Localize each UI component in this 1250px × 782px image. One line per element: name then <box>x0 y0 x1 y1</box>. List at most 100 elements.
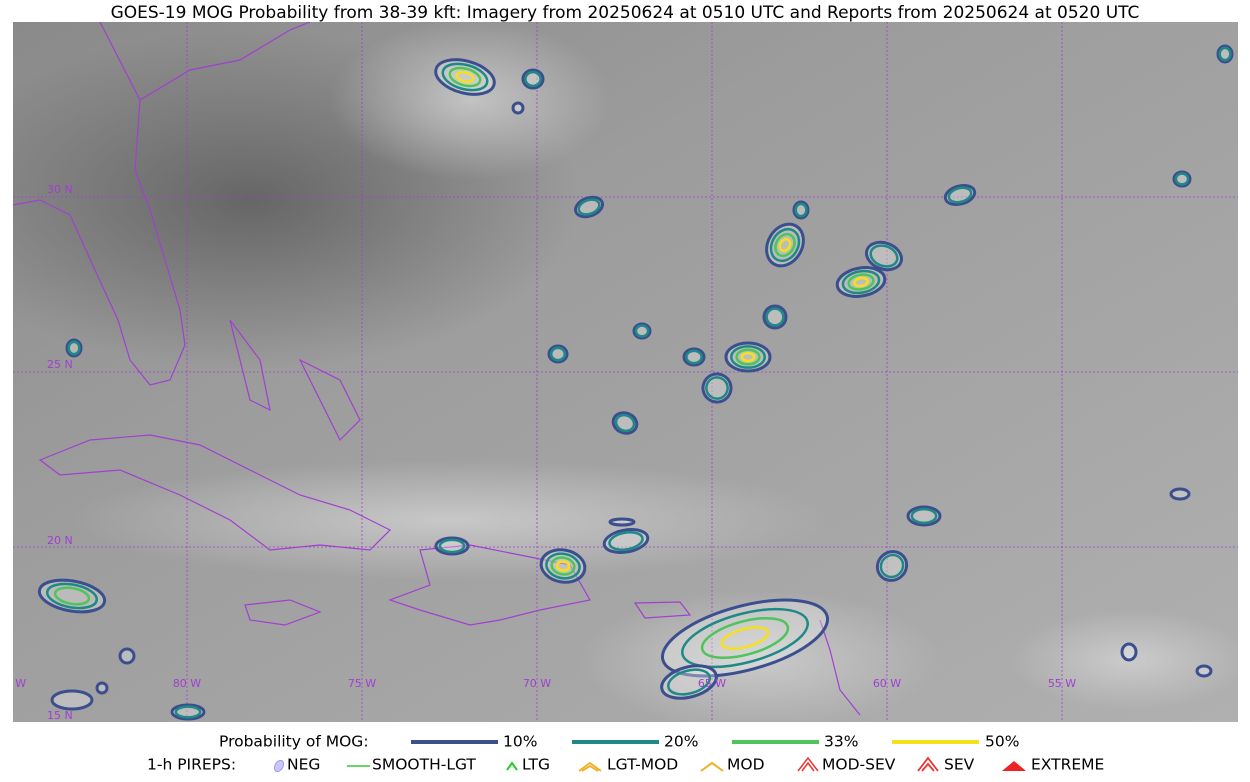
coastline <box>388 544 591 626</box>
lat-label: 20 N <box>47 534 73 547</box>
lon-label: 70 W <box>523 677 551 690</box>
mog-contour <box>67 340 81 356</box>
mog-contour <box>778 237 792 253</box>
mog-contour <box>681 607 809 669</box>
legend-label: 10% <box>503 733 537 751</box>
lat-label: 15 N <box>47 709 73 722</box>
mog-contour <box>705 376 729 400</box>
coastlines <box>13 22 861 716</box>
mog-contour <box>441 62 489 92</box>
mog-contour <box>1174 172 1190 186</box>
legend-title: 1-h PIREPS: <box>147 756 236 774</box>
pirep-icon <box>700 761 724 772</box>
grid-labels: 30 N 25 N 20 N 15 N 85 W 80 W 75 W 70 W … <box>0 183 1076 722</box>
mog-contour <box>660 598 830 678</box>
legend-label: SEV <box>944 756 975 774</box>
lon-label: 75 W <box>348 677 376 690</box>
mog-contour <box>524 70 542 88</box>
coastline <box>13 22 186 386</box>
mog-contour <box>666 668 712 696</box>
mog-contour <box>608 531 644 551</box>
legend-label: NEG <box>287 756 320 774</box>
mog-contour <box>1195 664 1213 678</box>
mog-contour <box>947 186 973 204</box>
mog-contour <box>735 348 761 366</box>
mog-contour <box>700 617 790 659</box>
coastline <box>819 619 861 716</box>
mog-contour <box>511 101 525 115</box>
mog-contour <box>45 582 99 610</box>
mog-contour <box>50 689 94 711</box>
mog-contour <box>685 349 703 365</box>
mog-contour <box>869 244 899 268</box>
mog-contour <box>95 681 109 695</box>
mog-contour <box>174 705 202 719</box>
pirep-icon <box>506 761 518 771</box>
mog-contour <box>549 346 567 362</box>
graticule <box>13 22 1238 722</box>
pirep-icon <box>917 756 939 772</box>
mog-contour <box>794 202 808 218</box>
legend-title: Probability of MOG: <box>219 733 369 751</box>
lon-label: 55 W <box>1048 677 1076 690</box>
mog-contour <box>879 553 905 579</box>
mog-contour <box>720 626 770 650</box>
contours <box>37 44 1234 721</box>
mog-contour <box>634 324 650 338</box>
coastline <box>244 599 322 626</box>
lat-label: 25 N <box>47 358 73 371</box>
pirep-icon <box>797 756 819 772</box>
legend-label: 33% <box>824 733 858 751</box>
pirep-icon <box>1002 761 1026 771</box>
mog-contour <box>853 276 869 288</box>
mog-contour <box>545 552 581 580</box>
mog-contour <box>1169 487 1191 501</box>
pirep-icon <box>578 761 602 772</box>
lon-label: 65 W <box>698 677 726 690</box>
legend-label: LGT-MOD <box>607 756 678 774</box>
mog-contour <box>765 307 785 327</box>
mog-contour <box>660 664 718 700</box>
legend-label: LTG <box>522 756 550 774</box>
mog-contour <box>841 269 881 295</box>
coastline <box>229 319 361 442</box>
coastline <box>633 601 692 619</box>
legend-label: MOD-SEV <box>822 756 896 774</box>
lon-label: 80 W <box>173 677 201 690</box>
cloud <box>330 22 610 180</box>
title: GOES-19 MOG Probability from 38-39 kft: … <box>111 3 1140 23</box>
legend-label: 20% <box>664 733 698 751</box>
coastline <box>38 434 392 551</box>
lat-label: 30 N <box>47 183 73 196</box>
mog-contour <box>730 345 766 369</box>
legend-label: 50% <box>985 733 1019 751</box>
mog-contour <box>434 58 496 96</box>
mog-contour <box>608 517 636 527</box>
mog-contour <box>53 586 91 606</box>
mog-contour <box>740 351 756 363</box>
cloud <box>1010 610 1238 710</box>
legend-label: MOD <box>727 756 765 774</box>
mog-contour <box>448 66 482 88</box>
lon-label: 60 W <box>873 677 901 690</box>
legend-label: EXTREME <box>1031 756 1104 774</box>
map: 30 N 25 N 20 N 15 N 85 W 80 W 75 W 70 W … <box>0 22 1238 722</box>
coastline <box>139 22 311 101</box>
mog-contour <box>910 507 938 525</box>
mog-contour <box>1218 46 1232 62</box>
legend: Probability of MOG: 10% 20% 33% 50% 1-h … <box>147 733 1104 774</box>
lon-label: 85 W <box>0 677 26 690</box>
mog-contour <box>1120 642 1138 662</box>
mog-contour <box>847 273 875 291</box>
mog-contour <box>774 232 796 258</box>
mog-contour <box>577 198 601 216</box>
legend-label: SMOOTH-LGT <box>372 756 476 774</box>
mog-contour <box>555 560 571 572</box>
pirep-icon <box>273 759 285 773</box>
mog-contour <box>550 556 576 576</box>
mog-contour <box>438 538 466 554</box>
mog-contour <box>455 70 475 84</box>
mog-contour <box>769 227 801 263</box>
mog-contour <box>118 647 136 665</box>
